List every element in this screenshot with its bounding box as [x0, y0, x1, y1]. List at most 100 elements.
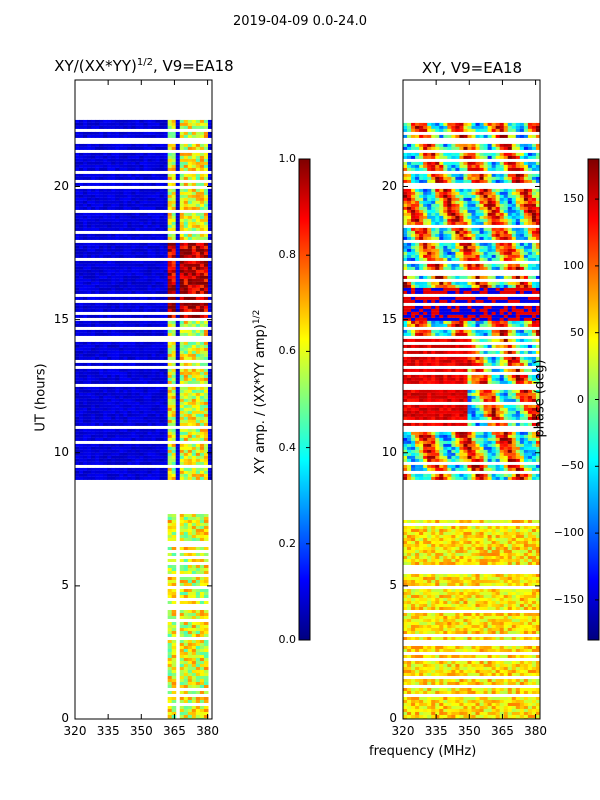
- amplitude-cell: [135, 281, 140, 285]
- amplitude-cell: [135, 419, 140, 423]
- amplitude-cell: [167, 167, 173, 171]
- amplitude-cell: [167, 570, 173, 574]
- amplitude-cell: [171, 407, 177, 411]
- amplitude-cell: [191, 236, 197, 240]
- amplitude-cell: [83, 344, 88, 348]
- amplitude-cell: [103, 227, 108, 231]
- amplitude-cell: [155, 146, 161, 150]
- amplitude-cell: [111, 287, 116, 291]
- amplitude-cell: [131, 371, 136, 375]
- amplitude-cell: [203, 320, 209, 324]
- phase-cell: [431, 534, 436, 538]
- amplitude-cell: [107, 167, 112, 171]
- amplitude-cell: [119, 173, 124, 177]
- phase-cell: [531, 624, 537, 628]
- amplitude-cell: [159, 416, 165, 420]
- amplitude-cell: [99, 467, 104, 471]
- amplitude-cell: [195, 657, 201, 661]
- amplitude-cell: [207, 314, 212, 318]
- amplitude-cell: [179, 263, 185, 267]
- amplitude-cell: [151, 428, 157, 432]
- amplitude-cell: [99, 206, 104, 210]
- amplitude-cell: [75, 356, 80, 360]
- amplitude-cell: [195, 251, 201, 255]
- amplitude-cell: [147, 389, 153, 393]
- amplitude-cell: [187, 678, 193, 682]
- phase-cell: [451, 582, 456, 586]
- amplitude-cell: [187, 651, 193, 655]
- amplitude-cell: [135, 284, 140, 288]
- amplitude-cell: [187, 392, 193, 396]
- phase-cell: [419, 624, 424, 628]
- amplitude-cell: [79, 296, 84, 300]
- amplitude-cell: [167, 513, 173, 517]
- amplitude-cell: [99, 323, 104, 327]
- amplitude-cell: [155, 281, 161, 285]
- amplitude-cell: [83, 350, 88, 354]
- amplitude-cell: [171, 323, 177, 327]
- amplitude-cell: [163, 173, 169, 177]
- amplitude-cell: [191, 413, 197, 417]
- amplitude-cell: [91, 329, 96, 333]
- amplitude-cell: [207, 428, 212, 432]
- amplitude-cell: [127, 203, 132, 207]
- amplitude-cell: [155, 428, 161, 432]
- amplitude-cell: [207, 404, 212, 408]
- amplitude-cell: [83, 314, 88, 318]
- amplitude-cell: [179, 200, 185, 204]
- amplitude-cell: [91, 203, 96, 207]
- amplitude-cell: [147, 332, 153, 336]
- phase-cell: [475, 549, 481, 553]
- amplitude-cell: [171, 245, 177, 249]
- amplitude-cell: [151, 419, 157, 423]
- phase-cell: [475, 528, 481, 532]
- amplitude-cell: [167, 663, 173, 667]
- phase-cell: [503, 591, 509, 595]
- amplitude-cell: [175, 416, 181, 420]
- amplitude-cell: [179, 645, 185, 649]
- amplitude-cell: [179, 657, 185, 661]
- amplitude-cell: [135, 377, 140, 381]
- amplitude-cell: [171, 476, 177, 480]
- amplitude-cell: [187, 458, 193, 462]
- amplitude-cell: [87, 308, 92, 312]
- amplitude-cell: [103, 332, 108, 336]
- amplitude-cell: [155, 266, 161, 270]
- amplitude-cell: [75, 470, 80, 474]
- amplitude-cell: [75, 266, 80, 270]
- amplitude-cell: [103, 413, 108, 417]
- phase-cell: [415, 600, 420, 604]
- amplitude-cell: [143, 407, 149, 411]
- phase-cell: [503, 588, 509, 592]
- amplitude-cell: [103, 416, 108, 420]
- amplitude-cell: [127, 314, 132, 318]
- amplitude-cell: [171, 413, 177, 417]
- amplitude-cell: [199, 467, 205, 471]
- amplitude-cell: [123, 134, 128, 138]
- phase-cell: [507, 561, 513, 565]
- phase-cell: [407, 573, 412, 577]
- amplitude-cell: [139, 407, 144, 411]
- phase-cell: [479, 654, 485, 658]
- amplitude-cell: [119, 191, 124, 195]
- phase-cell: [459, 591, 464, 595]
- amplitude-cell: [119, 206, 124, 210]
- amplitude-cell: [183, 537, 189, 541]
- amplitude-cell: [159, 173, 165, 177]
- amplitude-cell: [99, 173, 104, 177]
- amplitude-cell: [171, 119, 177, 123]
- phase-cell: [535, 558, 540, 562]
- amplitude-cell: [159, 158, 165, 162]
- amplitude-cell: [99, 404, 104, 408]
- amplitude-cell: [119, 422, 124, 426]
- amplitude-cell: [75, 191, 80, 195]
- phase-cell: [503, 582, 509, 586]
- amplitude-cell: [95, 302, 100, 306]
- amplitude-cell: [135, 266, 140, 270]
- amplitude-cell: [79, 182, 84, 186]
- phase-cell: [475, 600, 481, 604]
- phase-cell: [419, 573, 424, 577]
- amplitude-cell: [203, 152, 209, 156]
- amplitude-cell: [191, 476, 197, 480]
- amplitude-cell: [103, 173, 108, 177]
